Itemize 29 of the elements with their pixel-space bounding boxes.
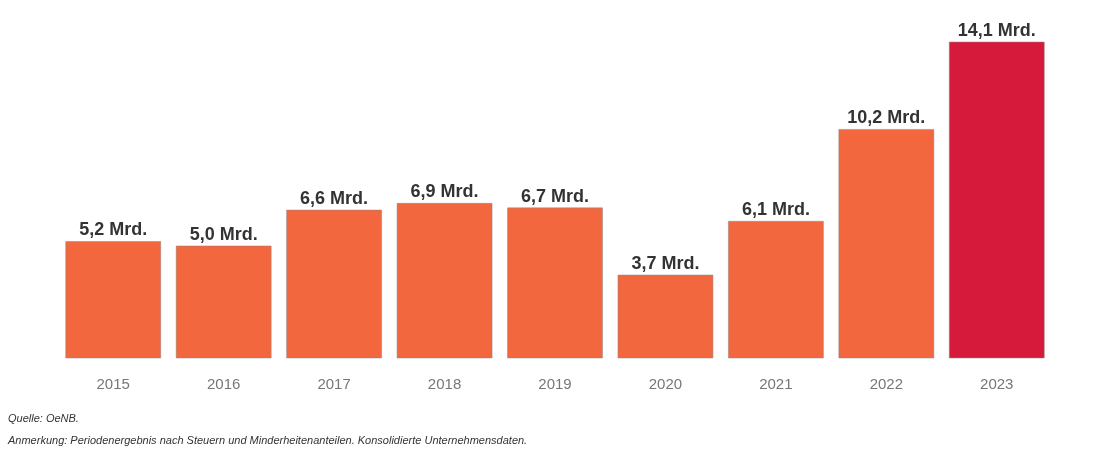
bar (617, 274, 714, 359)
x-tick-label: 2020 (648, 374, 683, 392)
data-label: 6,1 Mrd. (741, 199, 810, 220)
data-label: 3,7 Mrd. (631, 253, 700, 274)
data-label: 6,9 Mrd. (410, 181, 479, 202)
x-tick-label: 2019 (538, 374, 572, 392)
text: Anmerkung: Periodenergebnis nach Steuern und Minderheitenanteilen. Konsolidierte Unternehmensdaten. (8, 434, 529, 446)
bar (728, 221, 824, 359)
x-tick-label: 2017 (317, 374, 351, 392)
bar (507, 207, 603, 359)
x-tick-label: 2021 (759, 374, 793, 392)
bar (286, 209, 382, 359)
x-tick-label: 2016 (206, 374, 241, 392)
bar (65, 241, 161, 359)
x-tick-label: 2023 (980, 374, 1014, 392)
x-tick-label: 2022 (869, 374, 904, 392)
data-label: 5,2 Mrd. (79, 219, 148, 240)
data-label: 10,2 Mrd. (847, 107, 926, 128)
bar (175, 245, 272, 359)
bar (949, 41, 1045, 359)
bar (838, 129, 935, 359)
data-label: 5,0 Mrd. (189, 223, 258, 244)
x-tick-label: 2018 (427, 374, 462, 392)
x-tick-label: 2015 (96, 374, 130, 392)
data-label: 14,1 Mrd. (957, 20, 1036, 40)
data-label: 6,7 Mrd. (520, 185, 590, 206)
bar (396, 203, 493, 359)
source-note: Quelle: OeNB. (8, 412, 80, 424)
data-label: 6,6 Mrd. (300, 188, 369, 209)
